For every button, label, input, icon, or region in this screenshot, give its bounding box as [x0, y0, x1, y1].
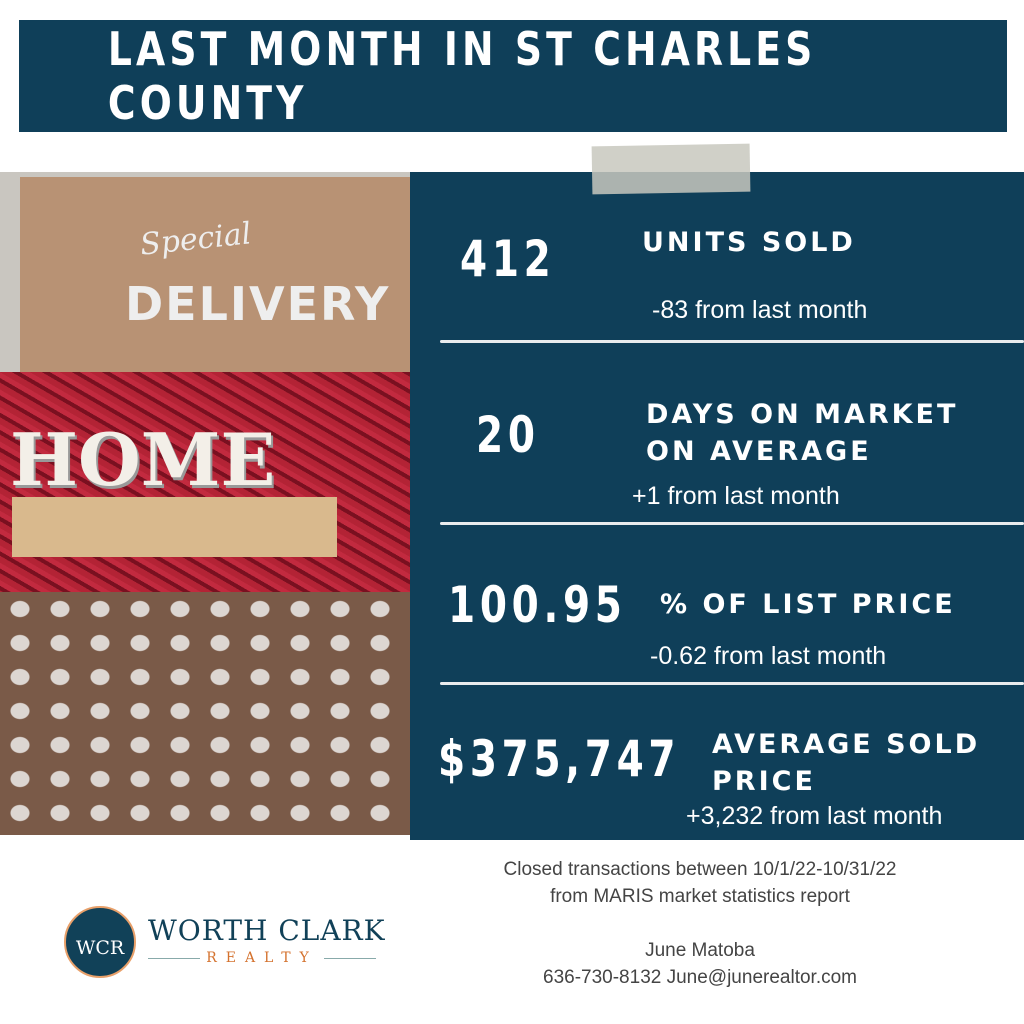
agent-contact: 636-730-8132 June@junerealtor.com — [543, 967, 857, 988]
agent-info: June Matoba 636-730-8132 June@junerealtor… — [430, 937, 970, 991]
logo-monogram: WCR — [75, 937, 125, 959]
stats-panel: 412 UNITS SOLD -83 from last month 20 DA… — [410, 172, 1024, 840]
sign-base — [12, 497, 337, 557]
label-line: PRICE — [712, 766, 816, 797]
source-line: Closed transactions between 10/1/22-10/3… — [503, 859, 897, 880]
gift-box-photo: Special DELIVERY HOME — [0, 172, 410, 835]
page-title: LAST MONTH IN ST CHARLES COUNTY — [107, 22, 817, 130]
avg-sold-price-change: +3,232 from last month — [686, 802, 943, 830]
source-note: Closed transactions between 10/1/22-10/3… — [430, 856, 970, 910]
divider — [440, 340, 1024, 343]
polka-dot-box — [0, 592, 410, 835]
label-line: AVERAGE SOLD — [712, 729, 981, 760]
divider — [440, 682, 1024, 685]
logo-emblem: WCR — [64, 906, 136, 978]
days-on-market-value: 20 — [476, 406, 540, 464]
units-sold-value: 412 — [460, 230, 556, 288]
home-sign: HOME — [10, 417, 276, 502]
lid-script-text: Special — [138, 216, 253, 263]
source-line: from MARIS market statistics report — [550, 886, 850, 907]
title-banner: LAST MONTH IN ST CHARLES COUNTY — [19, 20, 1007, 132]
label-line: DAYS ON MARKET — [646, 399, 959, 430]
list-price-change: -0.62 from last month — [650, 642, 887, 670]
list-price-value: 100.95 — [448, 576, 627, 634]
units-sold-change: -83 from last month — [652, 296, 868, 324]
label-line: ON AVERAGE — [646, 436, 872, 467]
lid-text: DELIVERY — [125, 277, 391, 331]
box-lid: Special DELIVERY — [20, 177, 410, 387]
list-price-label: % OF LIST PRICE — [660, 589, 956, 620]
days-on-market-change: +1 from last month — [632, 482, 840, 510]
agent-name: June Matoba — [645, 940, 755, 961]
units-sold-label: UNITS SOLD — [642, 227, 856, 258]
divider — [440, 522, 1024, 525]
logo-name: WORTH CLARK — [148, 914, 386, 947]
avg-sold-price-value: $375,747 — [438, 730, 681, 788]
days-on-market-label: DAYS ON MARKET ON AVERAGE — [646, 396, 958, 470]
logo-sub: REALTY — [148, 950, 376, 966]
tape-strip — [591, 143, 751, 195]
avg-sold-price-label: AVERAGE SOLD PRICE — [712, 726, 980, 800]
